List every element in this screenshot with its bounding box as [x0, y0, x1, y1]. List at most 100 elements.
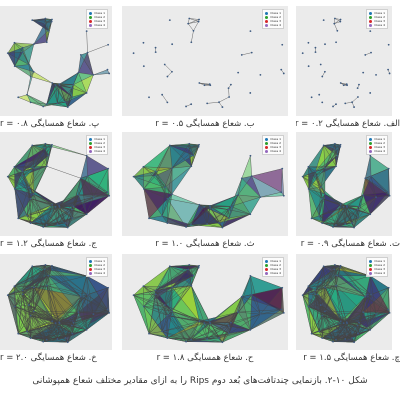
edge	[251, 168, 283, 177]
edge	[230, 196, 261, 207]
node	[318, 93, 321, 96]
edge	[324, 285, 337, 312]
legend-label: Class 2	[374, 141, 385, 145]
legend-label: Class 3	[374, 145, 385, 149]
edge	[334, 143, 338, 156]
edge	[320, 187, 341, 205]
node	[227, 87, 230, 90]
legend-marker	[89, 23, 93, 27]
edge	[199, 204, 205, 208]
node	[344, 102, 347, 105]
edge	[340, 204, 359, 207]
node	[218, 222, 220, 224]
edge	[33, 166, 47, 195]
triangle	[46, 85, 66, 105]
node	[198, 143, 200, 146]
node	[318, 214, 321, 217]
edge	[7, 176, 29, 188]
node	[344, 223, 347, 225]
edge	[28, 155, 49, 188]
edge	[335, 209, 358, 226]
edge	[164, 168, 173, 188]
node	[324, 43, 326, 46]
edge	[324, 287, 347, 323]
edge	[57, 103, 68, 108]
edge	[199, 82, 211, 86]
node	[197, 145, 200, 148]
edge	[336, 285, 366, 297]
triangle	[302, 166, 316, 177]
edge	[46, 19, 53, 43]
edge	[229, 214, 251, 219]
edge	[45, 18, 47, 43]
edge	[357, 312, 390, 326]
node	[45, 41, 48, 44]
legend-entry: Class 2	[265, 15, 281, 19]
edge	[171, 193, 200, 206]
edge	[30, 206, 60, 224]
node	[339, 143, 342, 146]
node	[209, 84, 212, 87]
edge	[230, 194, 239, 207]
edge	[241, 52, 252, 56]
node	[332, 105, 334, 108]
edge	[362, 176, 372, 196]
node	[339, 203, 342, 206]
node	[387, 68, 389, 71]
edge	[55, 206, 73, 219]
legend-marker	[369, 19, 373, 23]
node	[92, 196, 95, 199]
edge	[370, 192, 389, 215]
node	[32, 70, 35, 73]
triangle	[133, 166, 156, 177]
node	[142, 165, 145, 168]
edge	[282, 168, 284, 196]
edge	[43, 222, 66, 228]
edge	[30, 206, 56, 224]
edge	[218, 217, 230, 224]
edge	[171, 143, 190, 169]
legend-marker	[369, 23, 373, 27]
node	[163, 63, 166, 66]
edge	[28, 187, 56, 208]
node	[31, 144, 34, 147]
edge	[228, 209, 230, 219]
edge	[52, 204, 74, 207]
node	[192, 154, 195, 157]
node	[356, 87, 359, 90]
edge	[93, 168, 109, 198]
legend-label: Class 2	[374, 15, 385, 19]
edge	[32, 19, 49, 31]
triangle	[14, 66, 34, 77]
edge	[57, 85, 60, 104]
node	[301, 175, 304, 178]
edge	[59, 72, 79, 86]
edge	[324, 311, 360, 323]
edge	[241, 175, 252, 179]
edge	[78, 178, 82, 195]
edge	[86, 192, 108, 215]
edge	[51, 82, 58, 104]
edge	[78, 194, 94, 198]
edge	[155, 145, 171, 172]
node	[369, 30, 372, 32]
edge	[335, 217, 359, 226]
legend-marker	[265, 11, 269, 15]
edge	[80, 178, 94, 198]
edge	[164, 166, 192, 188]
edge	[308, 188, 323, 199]
edge	[22, 47, 30, 65]
edge	[33, 194, 44, 228]
edge	[340, 194, 364, 205]
edge	[315, 171, 323, 199]
edge	[308, 306, 323, 316]
edge	[26, 94, 31, 103]
edge	[311, 215, 320, 219]
edge	[210, 206, 230, 219]
legend-label: Class 1	[270, 137, 281, 141]
edge	[365, 52, 372, 56]
triangle	[311, 194, 325, 224]
node	[228, 96, 231, 98]
edge	[22, 166, 47, 176]
edge	[73, 72, 79, 85]
